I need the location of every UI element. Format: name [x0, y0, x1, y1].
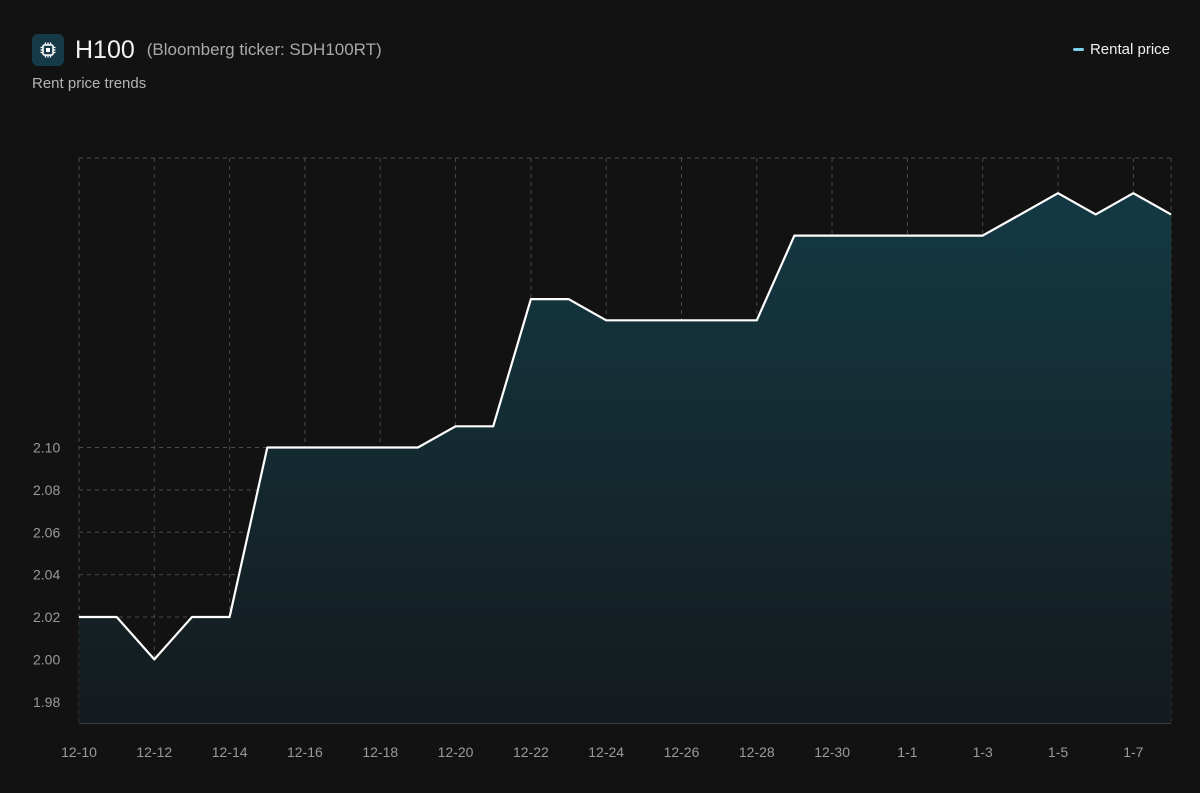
- chart-header: H100 (Bloomberg ticker: SDH100RT): [32, 34, 382, 66]
- chart-title: H100: [75, 35, 135, 64]
- x-tick-label: 12-12: [136, 744, 172, 760]
- x-tick-label: 12-18: [362, 744, 398, 760]
- x-tick-label: 12-30: [814, 744, 850, 760]
- x-tick-label: 12-20: [438, 744, 474, 760]
- x-tick-label: 12-14: [212, 744, 248, 760]
- y-tick-label: 1.98: [33, 694, 60, 710]
- y-tick-label: 2.00: [33, 651, 60, 667]
- chart-subtitle: Rent price trends: [32, 75, 147, 92]
- y-tick-label: 2.10: [33, 439, 60, 455]
- x-tick-label: 12-10: [61, 744, 97, 760]
- legend[interactable]: Rental price: [1072, 41, 1170, 58]
- x-tick-label: 12-24: [588, 744, 624, 760]
- x-tick-label: 1-3: [973, 744, 993, 760]
- series-area: [79, 193, 1171, 723]
- chip-icon: [32, 34, 64, 66]
- x-tick-label: 12-28: [739, 744, 775, 760]
- ticker-label: (Bloomberg ticker: SDH100RT): [146, 40, 382, 59]
- y-tick-label: 2.06: [33, 524, 60, 540]
- x-tick-label: 1-1: [897, 744, 917, 760]
- legend-label: Rental price: [1089, 41, 1170, 58]
- x-tick-label: 12-22: [513, 744, 549, 760]
- y-tick-label: 2.02: [33, 609, 60, 625]
- x-tick-label: 12-16: [287, 744, 323, 760]
- x-tick-label: 1-7: [1123, 744, 1143, 760]
- x-tick-label: 12-26: [664, 744, 700, 760]
- series-line: [79, 192, 1172, 661]
- legend-swatch: [1072, 48, 1084, 51]
- y-tick-label: 2.04: [33, 567, 60, 583]
- x-tick-label: 1-5: [1048, 744, 1068, 760]
- y-tick-label: 2.08: [33, 482, 60, 498]
